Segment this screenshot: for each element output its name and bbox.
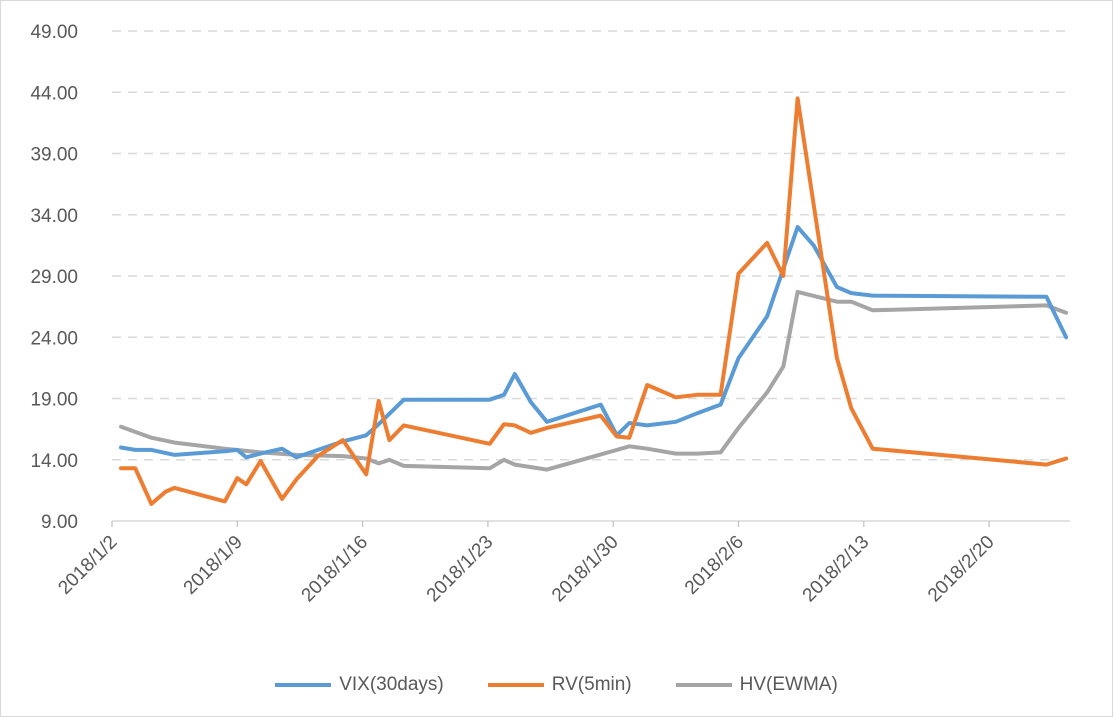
y-tick-label: 24.00 [30, 328, 78, 349]
y-tick-label: 34.00 [30, 206, 78, 227]
y-tick-label: 9.00 [41, 512, 78, 533]
legend: VIX(30days) RV(5min) HV(EWMA) [0, 674, 1113, 696]
legend-swatch-hv [675, 683, 732, 687]
y-tick-label: 19.00 [30, 390, 78, 411]
legend-label-rv: RV(5min) [551, 674, 632, 695]
x-tick-label: 2018/1/23 [423, 532, 498, 607]
y-tick-label: 44.00 [30, 83, 78, 104]
legend-swatch-vix [275, 683, 332, 687]
series-line-rv-5min [119, 96, 1069, 506]
legend-item-hv: HV(EWMA) [675, 674, 838, 696]
legend-label-vix: VIX(30days) [339, 674, 444, 695]
series-line-hv-ewma [119, 289, 1069, 472]
legend-item-vix: VIX(30days) [275, 674, 444, 696]
y-tick-label: 39.00 [30, 145, 78, 166]
y-tick-label: 14.00 [30, 451, 78, 472]
x-tick-label: 2018/2/20 [924, 532, 999, 607]
x-tick-label: 2018/1/9 [180, 532, 247, 599]
series-line-vix-30days [119, 225, 1069, 460]
series-lines [119, 96, 1069, 506]
x-tick-label: 2018/2/13 [799, 532, 874, 607]
y-axis: 9.00 14.00 19.00 24.00 29.00 34.00 39.00 44.00 4… [30, 22, 78, 533]
y-tick-label: 29.00 [30, 267, 78, 288]
x-tick-label: 2018/1/2 [54, 532, 121, 599]
x-axis: 2018/1/2 2018/1/9 2018/1/16 2018/1/23 2018/1… [54, 520, 1070, 607]
y-tick-label: 49.00 [30, 22, 78, 43]
grid-lines [112, 30, 1070, 461]
legend-item-rv: RV(5min) [487, 674, 632, 696]
x-tick-label: 2018/1/16 [298, 532, 373, 607]
legend-label-hv: HV(EWMA) [739, 674, 838, 695]
x-tick-label: 2018/1/30 [548, 532, 623, 607]
x-tick-label: 2018/2/6 [681, 532, 748, 599]
legend-swatch-rv [487, 683, 544, 687]
